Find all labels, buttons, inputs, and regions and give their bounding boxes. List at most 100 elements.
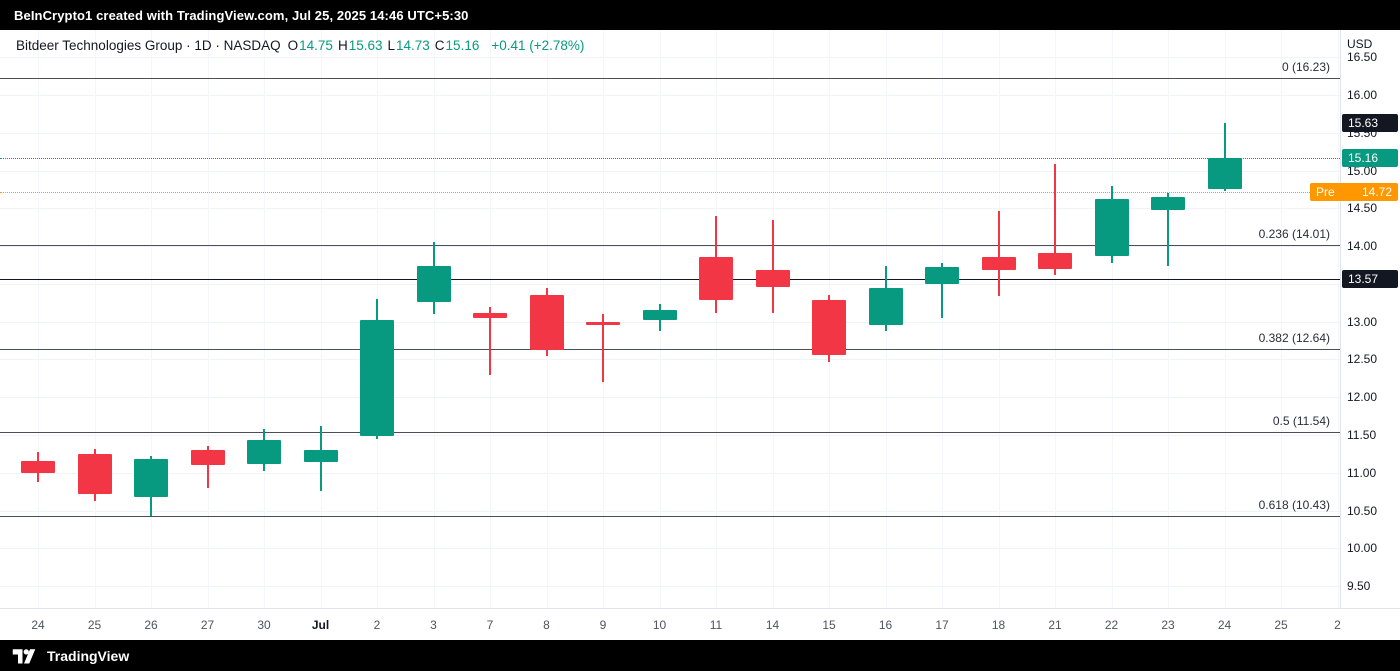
gridline-vertical — [998, 30, 1000, 608]
gridline-vertical — [94, 30, 96, 608]
date-tick-label: 24 — [31, 618, 45, 632]
price-tick-label: 10.00 — [1347, 541, 1378, 556]
candle-body — [134, 459, 168, 497]
date-tick-label: 11 — [709, 618, 723, 632]
candle-body — [21, 461, 55, 473]
tradingview-logo-icon[interactable] — [12, 647, 39, 665]
price-tick-label: 12.00 — [1347, 390, 1378, 405]
gridline-horizontal — [0, 170, 1340, 172]
ohlc-key: C — [434, 38, 445, 53]
price-tick-label: 9.50 — [1347, 579, 1371, 594]
candle-body — [247, 439, 281, 464]
price-tick-label: 11.50 — [1347, 427, 1377, 442]
candle-body — [981, 256, 1016, 270]
candle-body — [303, 450, 338, 463]
fib-level-line — [0, 245, 1340, 247]
price-tick-label: 12.50 — [1347, 352, 1378, 367]
fib-level-line — [0, 431, 1340, 433]
candle-wick — [1223, 122, 1226, 191]
date-tick-label: 8 — [543, 618, 550, 632]
date-tick-label: 15 — [822, 618, 836, 632]
plot-area[interactable]: 0 (16.23) 0.236 (14.01) 0.382 (12.64) 0.5 (… — [0, 30, 1340, 608]
gridline-vertical — [1055, 30, 1056, 608]
chart-container[interactable]: 0 (16.23) 0.236 (14.01) 0.382 (12.64) 0.5 (… — [0, 30, 1400, 640]
date-tick-label: 26 — [144, 618, 158, 632]
candle-body — [868, 288, 903, 325]
gridline-horizontal — [0, 94, 1340, 96]
gridline-horizontal — [0, 208, 1340, 210]
candle-body — [473, 312, 507, 318]
ohlc-value: 15.16 — [445, 38, 480, 53]
price-badge: 13.57 — [1342, 269, 1398, 288]
symbol-header: Bitdeer Technologies Group · 1D · NASDAQ… — [16, 38, 584, 53]
date-tick-label: 2 — [1334, 618, 1341, 632]
candle-wick — [1167, 193, 1169, 266]
price-tick-label: 16.00 — [1347, 87, 1378, 102]
gridline-horizontal — [0, 283, 1340, 285]
candle-body — [699, 257, 733, 301]
date-tick-label: 21 — [1048, 618, 1062, 632]
price-change: +0.41 (+2.78%) — [491, 38, 585, 53]
price-tick-label: 10.50 — [1347, 503, 1378, 518]
price-tick-label: 14.00 — [1347, 239, 1378, 254]
date-tick-label: 10 — [652, 618, 667, 632]
candle-body — [1207, 158, 1242, 190]
candle-wick — [771, 219, 774, 313]
candle-body — [77, 453, 112, 494]
gridline-horizontal — [0, 510, 1340, 512]
symbol-title[interactable]: Bitdeer Technologies Group · 1D · NASDAQ — [16, 38, 281, 53]
candle-body — [755, 270, 790, 287]
gridline-horizontal — [0, 246, 1340, 248]
gridline-vertical — [1337, 30, 1339, 608]
candle-body — [416, 265, 451, 302]
fib-level-line — [0, 515, 1340, 517]
candle-body — [812, 300, 846, 355]
ohlc-key: L — [387, 38, 395, 53]
gridline-vertical — [942, 30, 943, 608]
candle-body — [190, 450, 225, 466]
price-tick-label: 14.50 — [1347, 201, 1378, 216]
price-tick-label: 13.00 — [1347, 314, 1378, 329]
footer-bar: TradingView — [0, 640, 1400, 671]
attribution-text: BeInCrypto1 created with TradingView.com… — [14, 7, 469, 23]
ohlc-key: O — [287, 38, 299, 53]
date-tick-label: 7 — [486, 618, 494, 632]
premarket-price-line — [0, 191, 1340, 193]
time-axis[interactable]: 24 25 26 27 30 Jul 2 3 7 8 9 10 11 14 15 16 17 18 21 22 23 24… — [0, 608, 1400, 640]
candle-body — [642, 310, 677, 321]
date-tick-label: 23 — [1161, 618, 1175, 632]
candle-body — [529, 295, 564, 350]
candle-body — [925, 267, 959, 284]
current-price-line — [0, 158, 1340, 160]
gridline-horizontal — [0, 434, 1340, 436]
gridline-horizontal — [0, 57, 1340, 59]
date-tick-label: 30 — [257, 618, 271, 632]
price-tick-label: 16.50 — [1347, 50, 1378, 65]
gridline-vertical — [151, 30, 152, 608]
fib-level-label: 0.382 (12.64) — [1258, 330, 1330, 345]
candle-body — [1038, 252, 1072, 269]
candle-wick — [997, 210, 1000, 296]
fib-level-label: 0 (16.23) — [1281, 59, 1330, 74]
candle-body — [1094, 199, 1129, 256]
gridline-horizontal — [0, 132, 1340, 134]
gridline-vertical — [264, 30, 265, 608]
gridline-horizontal — [0, 548, 1340, 550]
premarket-price-badge: Pre 14.72 — [1310, 182, 1398, 201]
ohlc-value: 14.75 — [299, 38, 333, 53]
candle-wick — [941, 262, 943, 318]
currency-label: USD — [1347, 37, 1373, 51]
gridline-horizontal — [0, 321, 1340, 323]
candle-body — [586, 321, 620, 326]
tradingview-brand[interactable]: TradingView — [47, 647, 130, 664]
gridline-horizontal — [0, 472, 1340, 474]
date-tick-label: 24 — [1217, 618, 1232, 632]
gridline-vertical — [1168, 30, 1169, 608]
date-tick-label: Jul — [311, 618, 330, 632]
price-badge: 15.63 — [1342, 113, 1398, 132]
date-tick-label: 3 — [430, 618, 437, 632]
attribution-bar: BeInCrypto1 created with TradingView.com… — [0, 0, 1400, 30]
candle-body — [1151, 196, 1185, 210]
fib-level-label: 0.5 (11.54) — [1272, 413, 1330, 428]
date-tick-label: 18 — [991, 618, 1006, 632]
